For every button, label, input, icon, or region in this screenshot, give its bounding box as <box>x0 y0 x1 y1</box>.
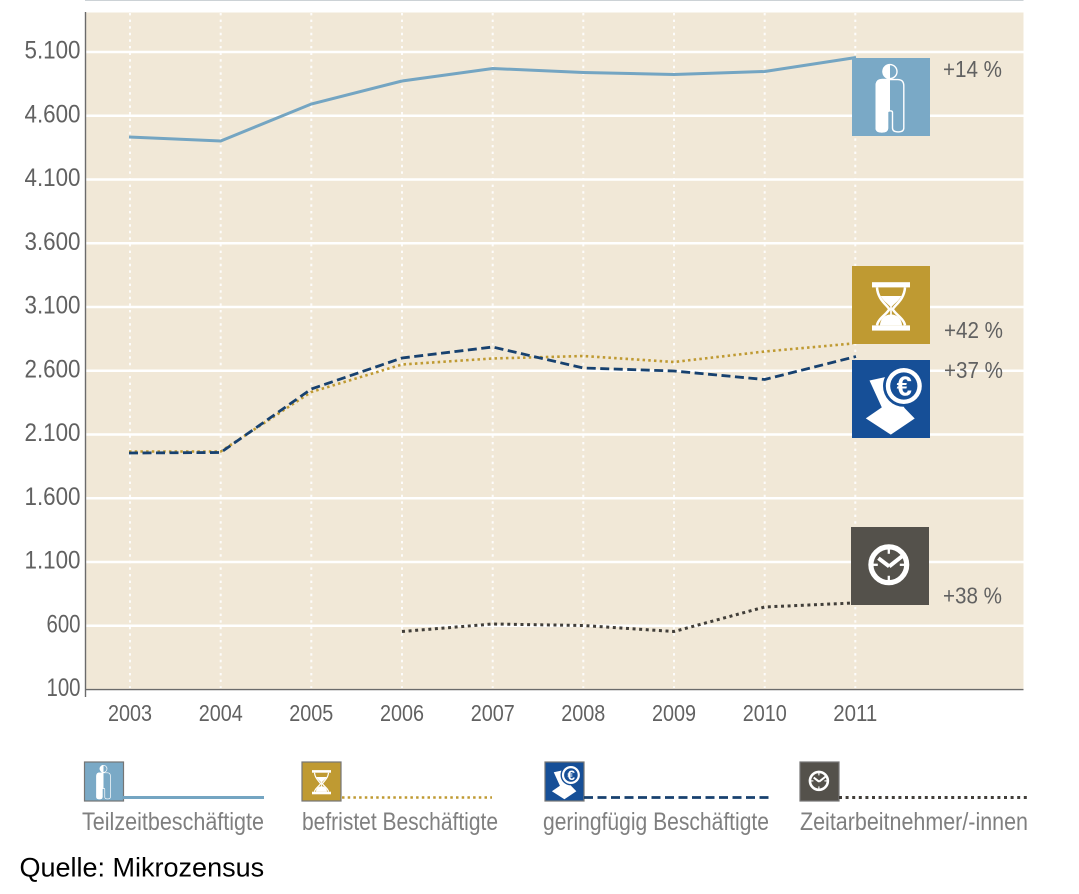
svg-text:2011: 2011 <box>833 700 877 726</box>
svg-text:2.100: 2.100 <box>25 419 81 447</box>
svg-text:2005: 2005 <box>289 700 333 726</box>
svg-text:+37 %: +37 % <box>944 357 1003 383</box>
svg-text:5.100: 5.100 <box>25 37 81 65</box>
svg-text:1.100: 1.100 <box>25 547 81 575</box>
svg-text:4.600: 4.600 <box>25 101 81 129</box>
svg-text:Quelle: Mikrozensus: Quelle: Mikrozensus <box>20 853 265 883</box>
svg-text:befristet Beschäftigte: befristet Beschäftigte <box>302 808 498 836</box>
svg-text:100: 100 <box>47 674 81 702</box>
svg-text:+38 %: +38 % <box>943 583 1002 609</box>
svg-text:4.100: 4.100 <box>25 164 81 192</box>
svg-text:2006: 2006 <box>380 700 424 726</box>
svg-text:3.600: 3.600 <box>25 228 81 256</box>
svg-text:geringfügig Beschäftigte: geringfügig Beschäftigte <box>543 808 769 836</box>
svg-text:Teilzeitbeschäftigte: Teilzeitbeschäftigte <box>82 808 264 836</box>
svg-text:2009: 2009 <box>652 700 696 726</box>
svg-text:2007: 2007 <box>471 700 515 726</box>
svg-text:2003: 2003 <box>108 700 152 726</box>
svg-text:3.100: 3.100 <box>25 292 81 320</box>
svg-text:1.600: 1.600 <box>25 483 81 511</box>
svg-text:+14 %: +14 % <box>943 56 1002 82</box>
svg-text:2004: 2004 <box>199 700 243 726</box>
svg-text:+42 %: +42 % <box>944 317 1003 343</box>
svg-text:2008: 2008 <box>561 700 605 726</box>
svg-text:Zeitarbeitnehmer/-innen: Zeitarbeitnehmer/-innen <box>800 808 1028 836</box>
svg-text:2.600: 2.600 <box>25 356 81 384</box>
svg-text:600: 600 <box>47 611 81 639</box>
svg-text:2010: 2010 <box>743 700 787 726</box>
